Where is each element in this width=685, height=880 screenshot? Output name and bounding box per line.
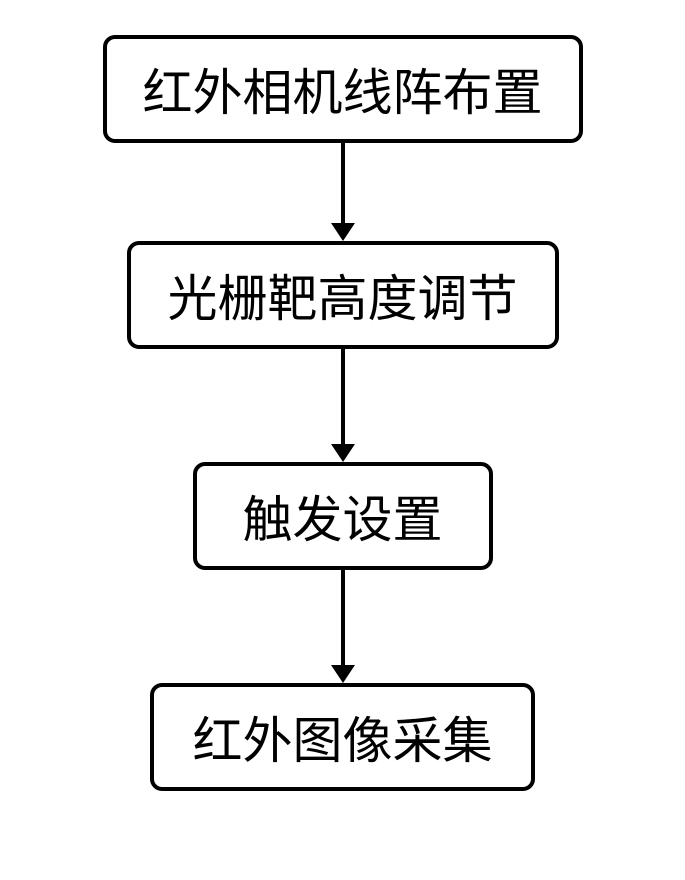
- flowchart-node-3-label: 触发设置: [243, 480, 443, 552]
- arrow-line: [341, 349, 345, 444]
- arrow-head-icon: [331, 444, 355, 462]
- flowchart-arrow-2: [331, 349, 355, 462]
- flowchart-node-1-label: 红外相机线阵布置: [143, 53, 543, 125]
- flowchart-arrow-1: [331, 143, 355, 241]
- flowchart-node-3: 触发设置: [193, 462, 493, 570]
- flowchart-arrow-3: [331, 570, 355, 683]
- flowchart-node-1: 红外相机线阵布置: [103, 35, 583, 143]
- arrow-head-icon: [331, 665, 355, 683]
- arrow-head-icon: [331, 223, 355, 241]
- flowchart-node-4: 红外图像采集: [150, 683, 535, 791]
- arrow-line: [341, 570, 345, 665]
- arrow-line: [341, 143, 345, 223]
- flowchart-node-4-label: 红外图像采集: [193, 701, 493, 773]
- flowchart-node-2: 光栅靶高度调节: [127, 241, 559, 349]
- flowchart-node-2-label: 光栅靶高度调节: [168, 259, 518, 331]
- flowchart-container: 红外相机线阵布置 光栅靶高度调节 触发设置 红外图像采集: [103, 35, 583, 791]
